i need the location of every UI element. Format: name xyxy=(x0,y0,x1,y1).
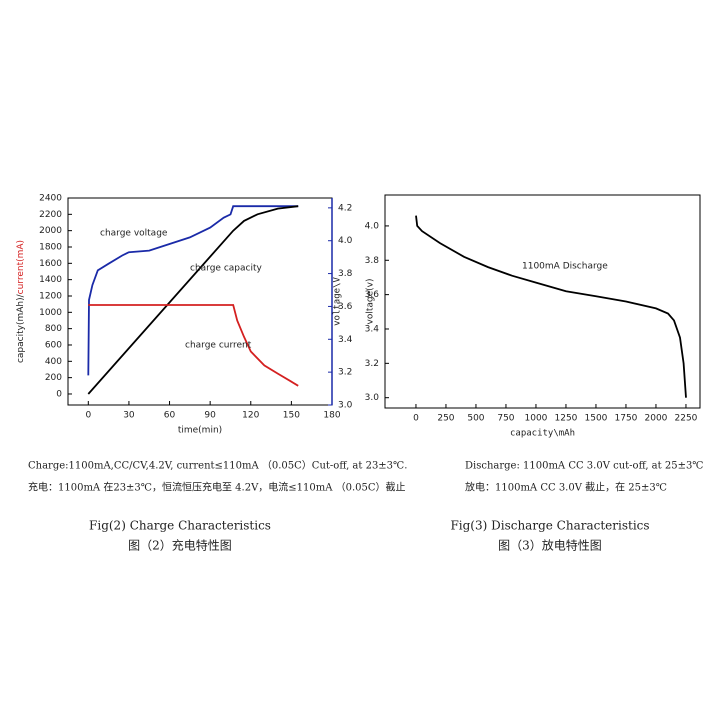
caption: Discharge: 1100mA CC 3.0V cut-off, at 25… xyxy=(465,461,704,472)
y-tick-label: 1000 xyxy=(39,308,62,318)
y-axis-label: capacity(mAh)/current(mA) xyxy=(16,240,26,363)
y2-tick-label: 3.6 xyxy=(338,302,353,312)
y-tick-label: 600 xyxy=(45,340,62,350)
figure-title-zh: 图（3）放电特性图 xyxy=(498,538,602,553)
x-tick-label: 500 xyxy=(467,414,484,424)
x-tick-label: 60 xyxy=(164,411,176,421)
x-tick-label: 250 xyxy=(437,414,454,424)
y-tick-label: 4.0 xyxy=(365,221,380,231)
y2-axis-label: voltage(v) xyxy=(366,279,376,325)
x-tick-label: 0 xyxy=(413,414,419,424)
series-line xyxy=(88,304,299,387)
y-tick-label: 3.6 xyxy=(365,290,380,300)
x-tick-label: 2000 xyxy=(645,414,668,424)
y-tick-label: 3.0 xyxy=(365,393,380,403)
y2-tick-label: 4.0 xyxy=(338,236,353,246)
x-tick-label: 120 xyxy=(242,411,259,421)
series-label: charge capacity xyxy=(190,264,262,274)
y-tick-label: 1400 xyxy=(39,275,62,285)
x-tick-label: 1500 xyxy=(585,414,608,424)
annotation: 1100mA Discharge xyxy=(522,262,608,272)
x-tick-label: 1000 xyxy=(525,414,548,424)
series-line xyxy=(87,205,299,376)
caption-zh: 放电：1100mA CC 3.0V 截止，在 25±3℃ xyxy=(465,481,667,494)
series-line xyxy=(87,205,299,395)
plot-frame xyxy=(384,194,701,409)
y-tick-label: 800 xyxy=(45,324,62,334)
series-line xyxy=(415,215,687,398)
y-tick-label: 200 xyxy=(45,373,62,383)
y-tick-label: 1200 xyxy=(39,291,62,301)
y-tick-label: 1600 xyxy=(39,259,62,269)
figure-title-zh: 图（2）充电特性图 xyxy=(128,538,232,553)
series-label: charge current xyxy=(185,341,252,351)
y-tick-label: 2400 xyxy=(39,194,62,204)
y-tick-label: 3.4 xyxy=(365,324,380,334)
y2-tick-label: 4.2 xyxy=(338,203,352,213)
x-tick-label: 1750 xyxy=(615,414,638,424)
x-tick-label: 2250 xyxy=(675,414,698,424)
y-tick-label: 400 xyxy=(45,357,62,367)
y-axis-label-part: capacity(mAh)/ xyxy=(16,293,26,363)
y-tick-label: 3.8 xyxy=(365,256,380,266)
y-tick-label: 2200 xyxy=(39,210,62,220)
x-tick-label: 30 xyxy=(123,411,135,421)
figure-title: Fig(3) Discharge Characteristics xyxy=(450,519,649,533)
y-axis-label-part: current(mA) xyxy=(16,240,26,294)
y-tick-label: 1800 xyxy=(39,242,62,252)
x-tick-label: 180 xyxy=(323,411,340,421)
y-tick-label: 3.2 xyxy=(365,359,379,369)
x-axis-label: capacity\mAh xyxy=(510,429,575,439)
caption-zh: 充电：1100mA 在23±3℃，恒流恒压充电至 4.2V，电流≤110mA （… xyxy=(28,481,406,494)
caption: Charge:1100mA,CC/CV,4.2V, current≤110mA … xyxy=(28,460,407,472)
y2-tick-label: 3.2 xyxy=(338,368,352,378)
figure-title: Fig(2) Charge Characteristics xyxy=(89,519,271,533)
y-axis-label: voltage\V xyxy=(333,277,343,326)
x-tick-label: 750 xyxy=(497,414,514,424)
x-tick-label: 90 xyxy=(204,411,216,421)
x-axis-label: time(min) xyxy=(178,426,222,436)
y2-tick-label: 3.4 xyxy=(338,335,353,345)
y2-tick-label: 3.8 xyxy=(338,269,353,279)
x-tick-label: 1250 xyxy=(555,414,578,424)
x-tick-label: 150 xyxy=(283,411,300,421)
y-tick-label: 0 xyxy=(56,389,62,399)
y-tick-label: 2000 xyxy=(39,226,62,236)
x-tick-label: 0 xyxy=(85,411,91,421)
y2-tick-label: 3.0 xyxy=(338,401,353,411)
series-label: charge voltage xyxy=(100,229,168,239)
